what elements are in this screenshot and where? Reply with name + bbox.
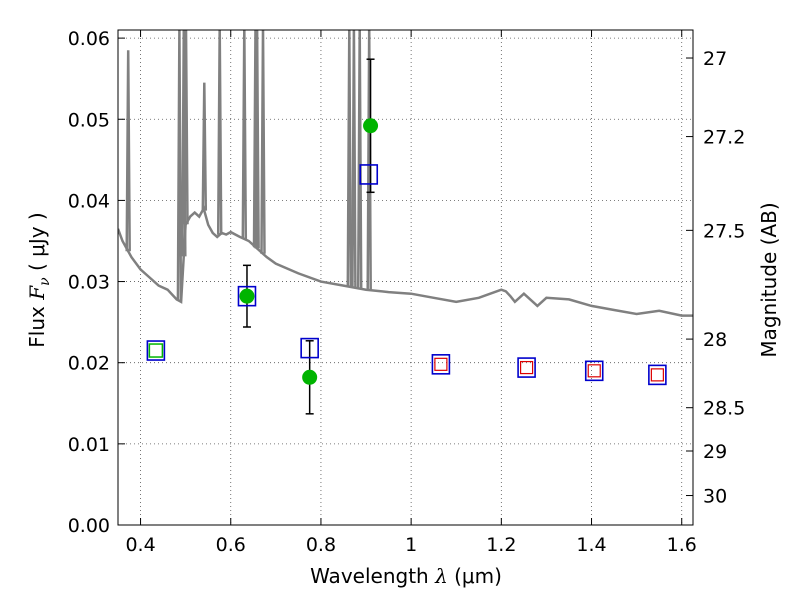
observed-point [302,369,318,385]
y-tick-label: 0.06 [68,28,110,50]
model-box-marker [584,360,604,382]
model-inner-red-box [519,360,534,375]
emission-line [346,30,353,287]
mag-tick-label: 27.5 [703,220,745,242]
sed-continuum-line [118,205,693,317]
mag-tick-label: 27.2 [703,127,745,149]
emission-line [201,82,208,211]
y2-axis-title: Magnitude (AB) [757,202,781,357]
x-tick-label: 1 [405,534,417,556]
y-tick-label: 0.03 [68,272,110,294]
axis-ticks: 0.4 0.6 0.8 1 1.2 1.4 1.6 0.00 0.01 0.02 0.03 0.04 0… [68,28,746,556]
emission-line [356,30,363,289]
y-tick-label: 0.00 [68,515,110,537]
x-tick-label: 1.4 [576,534,606,556]
y-tick-label: 0.05 [68,109,110,131]
model-box-marker [300,337,319,359]
model-box-marker [431,354,451,375]
plot-frame [117,29,694,526]
emission-line [176,30,183,301]
mag-tick-label: 27 [703,48,727,70]
model-box-marker [648,364,667,386]
emission-line [216,30,223,235]
model-inner-green-box [148,343,164,358]
emission-line [241,30,248,240]
emission-line [366,30,372,291]
y-tick-label: 0.04 [68,190,110,212]
plot-content [118,30,693,526]
model-inner-red-box [587,364,601,378]
x-axis-title: Wavelength λ (μm) [310,564,502,588]
mag-tick-label: 29 [703,441,727,463]
mag-tick-label: 28.5 [703,398,745,420]
x-tick-label: 1.6 [667,534,697,556]
x-tick-label: 0.6 [216,534,246,556]
y-tick-label: 0.01 [68,434,110,456]
clipped-series [118,30,693,415]
x-tick-label: 1.2 [486,534,516,556]
model-inner-red-box [434,357,448,371]
y-axis-title: Flux Fν ( μJy ) [25,212,53,347]
model-box-marker [146,340,166,361]
observed-point [239,288,255,304]
emission-line [183,30,189,225]
observed-point [363,118,379,134]
x-tick-label: 0.8 [306,534,336,556]
emission-line [254,30,260,249]
model-box-marker [517,357,536,378]
emission-line [351,30,357,288]
emission-line [260,30,266,254]
model-inner-red-box [650,368,664,382]
y-tick-label: 0.02 [68,353,110,375]
model-box-marker [237,285,257,307]
emission-line [125,50,131,252]
mag-tick-label: 28 [703,329,727,351]
grid-lines [118,30,693,526]
model-box-marker [359,164,379,185]
x-tick-label: 0.4 [125,534,155,556]
mag-tick-label: 30 [703,486,727,508]
